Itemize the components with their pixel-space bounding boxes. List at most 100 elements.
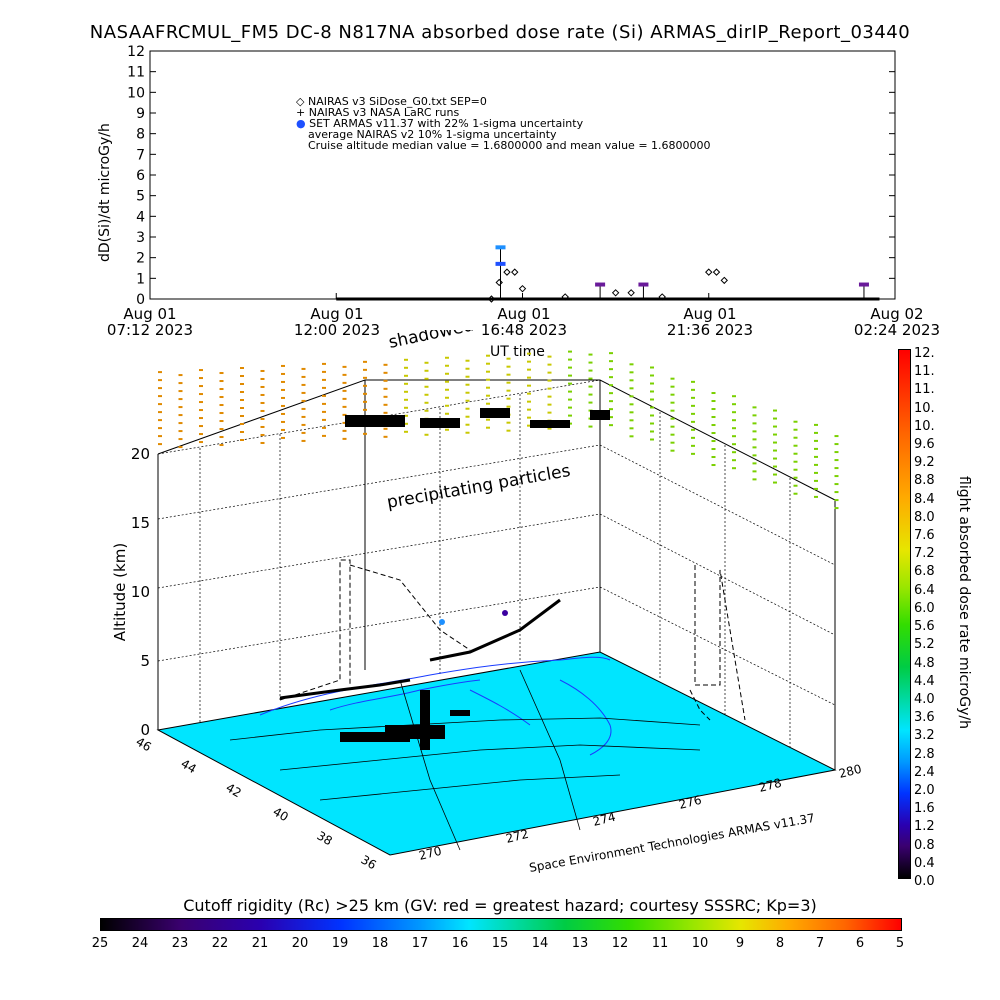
top-plot-frame: [149, 50, 896, 300]
top-y-tick-label: 12: [127, 44, 145, 60]
panel-frame: [157, 379, 836, 770]
lat-tick-46: 46: [134, 734, 154, 754]
lon-ticks: 270 272 274 276 278 280: [417, 762, 863, 863]
top-y-tick-label: 6: [136, 168, 145, 184]
rigidity-colorbar-tick: 22: [211, 936, 229, 951]
nairas-point: [518, 284, 527, 293]
map-coastlines: [259, 656, 612, 756]
rigidity-colorbar-tick: 17: [411, 936, 429, 951]
dose-rate-colorbar-tick: 10.: [914, 400, 935, 416]
dose-rate-colorbar-tick: 7.6: [914, 528, 935, 544]
alt-tick-10: 10: [131, 583, 150, 601]
dose-rate-colorbar-tick: 1.6: [914, 801, 935, 817]
top-y-tick-label: 10: [127, 85, 145, 101]
dose-rate-colorbar-tick: 11.: [914, 364, 935, 380]
top-series: [336, 245, 880, 303]
legend-item-nairas-larc: + NAIRAS v3 NASA LaRC runs: [296, 106, 460, 119]
nairas-point: [611, 289, 620, 297]
rigidity-colorbar-tick: 8: [775, 936, 785, 951]
top-y-tick-label: 4: [136, 209, 145, 225]
top-y-tick-label: 2: [136, 251, 145, 267]
top-y-tick-label: 7: [136, 147, 145, 163]
lon-tick-276: 276: [677, 793, 703, 812]
lat-tick-36: 36: [359, 852, 379, 872]
top-x-tick-4: Aug 02 02:24 2023: [853, 305, 941, 339]
lon-tick-272: 272: [504, 827, 530, 846]
plus-marker-icon: +: [296, 106, 306, 119]
rigidity-colorbar-title: Cutoff rigidity (Rc) >25 km (GV: red = g…: [183, 896, 817, 915]
nairas-point: [503, 268, 511, 276]
dose-rate-colorbar-label: flight absorbed dose rate microGy/h: [956, 476, 972, 729]
rigidity-colorbar-tick: 19: [331, 936, 349, 951]
dose-rate-colorbar-tick: 5.2: [914, 637, 935, 653]
armas-point: [495, 245, 506, 250]
dose-rate-colorbar-tick: 4.8: [914, 655, 935, 671]
dose-rate-colorbar-tick: 0.4: [914, 855, 935, 871]
nairas-point: [658, 293, 666, 301]
lat-tick-38: 38: [315, 828, 335, 848]
rigidity-colorbar-tick: 13: [571, 936, 589, 951]
lat-ticks: 46 44 42 40 38 36: [134, 734, 379, 872]
rigidity-colorbar-tick: 16: [451, 936, 469, 951]
nairas-point: [511, 268, 519, 276]
dose-rate-colorbar-tick: 3.6: [914, 710, 935, 726]
dose-rate-colorbar-tick: 8.4: [914, 491, 935, 507]
rigidity-colorbar-tick: 20: [291, 936, 309, 951]
top-y-tick-label: 3: [136, 230, 145, 246]
dose-rate-colorbar-tick: 12.: [914, 346, 935, 361]
lon-tick-274: 274: [591, 810, 617, 829]
lon-tick-270: 270: [417, 844, 443, 863]
dose-rate-colorbar-tick: 4.4: [914, 673, 935, 689]
flight-track-top: [345, 408, 610, 428]
precipitating-particles-label: precipitating particles: [385, 461, 572, 513]
dose-rate-colorbar-tick: 6.0: [914, 600, 935, 616]
rigidity-colorbar-tick: 14: [531, 936, 549, 951]
rigidity-colorbar-tick: 6: [855, 936, 865, 951]
dose-rate-colorbar-tick: 7.2: [914, 546, 935, 562]
rigidity-colorbar-tick: 7: [815, 936, 825, 951]
top-y-tick-label: 11: [127, 65, 145, 81]
dose-rate-colorbar-tick: 5.6: [914, 619, 935, 635]
flight-3d-panel: 0 5 10 15 20 Altitude (km) 46 44 42 40 3…: [111, 330, 863, 875]
altitude-ticks: 0 5 10 15 20: [131, 445, 150, 739]
lat-tick-40: 40: [271, 804, 291, 824]
nairas-point: [487, 295, 496, 303]
armas-3d-point: [502, 610, 508, 616]
armas-point: [495, 261, 506, 266]
dose-rate-colorbar-tick: 8.8: [914, 473, 935, 489]
altitude-axis-label: Altitude (km): [111, 543, 129, 641]
lat-tick-44: 44: [179, 756, 199, 776]
dose-rate-colorbar-tick: 1.2: [914, 819, 935, 835]
legend-item-cruise-median: Cruise altitude median value = 1.6800000…: [308, 139, 711, 152]
alt-tick-15: 15: [131, 514, 150, 532]
diamond-marker-icon: ◇: [296, 95, 305, 108]
rigidity-colorbar-tick: 23: [171, 936, 189, 951]
dose-rate-colorbar-tick: 4.0: [914, 691, 935, 707]
rigidity-colorbar-tick: 12: [611, 936, 629, 951]
legend-item-armas: ● SET ARMAS v11.37 with 22% 1-sigma unce…: [296, 117, 584, 130]
page-title: NASAAFRCMUL_FM5 DC-8 N817NA absorbed dos…: [89, 22, 911, 43]
top-x-tick-1: Aug 01 12:00 2023: [293, 305, 381, 339]
dose-rate-colorbar-tick: 3.2: [914, 728, 935, 744]
top-y-tick-label: 1: [136, 271, 145, 287]
top-legend: ◇ NAIRAS v3 SiDose_G0.txt SEP=0 + NAIRAS…: [296, 96, 711, 151]
precipitating-particles: [158, 350, 839, 510]
nairas-point: [495, 278, 503, 287]
wall-grid: [157, 379, 836, 750]
filled-circle-marker-icon: ●: [296, 117, 306, 130]
flight-path: [279, 559, 746, 721]
dose-rate-colorbar-tick: 9.6: [914, 437, 935, 453]
dose-rate-colorbar-tick: 0.8: [914, 837, 935, 853]
top-x-axis-label: UT time: [490, 344, 545, 360]
rigidity-colorbar-tick: 10: [691, 936, 709, 951]
alt-tick-20: 20: [131, 445, 150, 463]
lon-tick-280: 280: [837, 762, 863, 781]
nairas-point: [712, 268, 721, 276]
legend-item-nairas-sep: ◇ NAIRAS v3 SiDose_G0.txt SEP=0: [296, 95, 487, 108]
top-y-tick-label: 5: [136, 189, 145, 205]
flight-path-solid: [279, 598, 561, 700]
lon-tick-278: 278: [757, 776, 783, 795]
lat-tick-42: 42: [224, 780, 244, 800]
rigidity-colorbar-tick: 25: [91, 936, 109, 951]
